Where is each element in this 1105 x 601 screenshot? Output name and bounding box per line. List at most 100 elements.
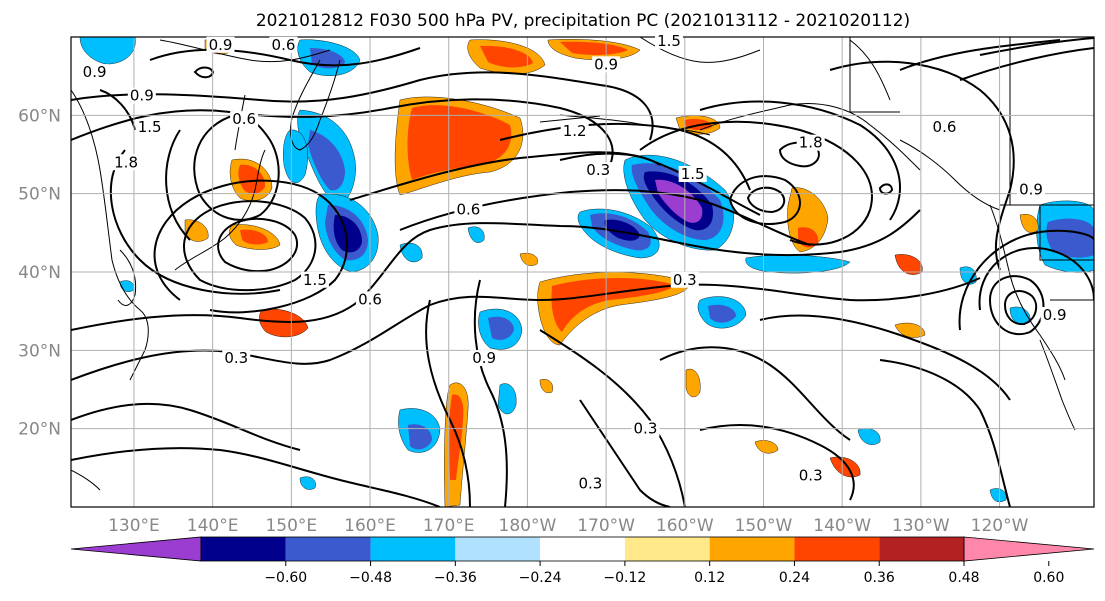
shade-red-north-mid	[560, 41, 628, 55]
coast-alaska-peninsula	[699, 103, 921, 171]
contour-label: 1.8	[114, 153, 138, 171]
pv-contour-27	[958, 229, 1094, 331]
pv-contour-9	[71, 71, 654, 141]
contour-label: 0.9	[209, 36, 233, 54]
contour-label-background	[206, 36, 235, 53]
shade-blue-20n-west	[408, 424, 432, 450]
contour-label-background	[678, 166, 707, 182]
lon-label: 180°W	[499, 516, 557, 536]
lon-label: 150°E	[265, 516, 317, 536]
shade-blue-kamchatka	[308, 130, 345, 191]
contour-label-background	[112, 154, 141, 171]
shade-orange-south-4	[754, 440, 779, 454]
lat-label: 30°N	[18, 341, 61, 361]
contour-label-background	[930, 119, 959, 135]
pv-contour-41	[878, 183, 894, 195]
longitude-labels: 130°E 140°E 150°E 160°E 170°E 180°W 170°W 160°W…	[108, 516, 1029, 536]
lon-label: 160°W	[656, 516, 714, 536]
contour-label-background	[576, 475, 605, 492]
contour-label-background	[1017, 181, 1046, 198]
contour-label-background	[584, 162, 613, 179]
colorbar-segment	[285, 537, 371, 561]
contour-label-background	[300, 271, 329, 288]
contour-label: 0.6	[232, 110, 256, 128]
shade-cyan-south-2	[497, 383, 517, 415]
colorbar-extend-high	[963, 536, 1095, 562]
colorbar-tick-label: −0.60	[264, 570, 307, 586]
coast-aleutian	[539, 115, 601, 123]
pv-contour-40	[559, 152, 661, 166]
colorbar-frame	[200, 536, 965, 562]
shade-orange-mid-spot	[519, 253, 538, 266]
contour-label-background	[670, 271, 699, 288]
contour-label: 0.3	[586, 161, 610, 179]
pv-contour-12	[349, 151, 761, 216]
shade-red-nc-pacific	[407, 105, 512, 180]
shade-red-japan-south	[240, 229, 268, 245]
contour-label-background	[796, 134, 825, 151]
colorbar-segment	[201, 537, 286, 561]
pv-contour-31	[579, 399, 671, 507]
pv-contour-35	[879, 359, 1011, 507]
pv-contour-6	[109, 149, 281, 295]
colorbar-tick-label: −0.36	[434, 570, 477, 586]
shade-orange-westcoast	[1019, 214, 1039, 233]
contour-label: 1.2	[563, 122, 587, 140]
contour-label-background	[1040, 307, 1069, 323]
colorbar-extend-low	[70, 536, 202, 562]
border-alaska-canada	[849, 37, 900, 113]
lon-label: 130°E	[108, 516, 160, 536]
contour-label: 0.3	[799, 467, 823, 485]
lon-label: 130°W	[892, 516, 950, 536]
lon-label: 170°W	[577, 516, 635, 536]
contour-label-background	[655, 32, 684, 49]
contour-label-background	[269, 36, 298, 53]
colorbar-ticks: −0.60 −0.48 −0.36 −0.24 −0.12 0.12 0.24 0.36 0.4…	[264, 561, 1064, 586]
colorbar-tick-label: 0.60	[1033, 570, 1064, 586]
pv-contour-5	[217, 217, 298, 273]
pv-contour-33	[699, 424, 855, 501]
pv-contour-2	[71, 209, 921, 331]
contour-label-background	[80, 64, 109, 81]
lat-label: 40°N	[18, 263, 61, 283]
shade-red-south-streak	[449, 394, 464, 480]
coast-west-us	[989, 204, 1066, 381]
pv-contour-10	[71, 98, 614, 166]
pv-contour-21	[899, 39, 1061, 71]
shade-red-aleutian-north	[480, 45, 533, 68]
shade-orange-south-3	[685, 368, 701, 398]
pv-contour-29	[425, 299, 471, 507]
contour-label-background	[560, 122, 589, 139]
shade-cyan-south-7	[989, 488, 1007, 503]
lon-label: 150°W	[735, 516, 793, 536]
shade-purple-gulf-alaska	[655, 179, 703, 223]
shade-orange-south-8	[539, 379, 553, 393]
coast-korea	[117, 249, 137, 306]
pv-contour-28	[473, 279, 508, 507]
contour-label-background	[135, 119, 164, 135]
shade-blue-westcoast	[1046, 218, 1094, 258]
pv-contour-24	[988, 275, 1045, 336]
pv-contour-26	[978, 247, 1094, 311]
pv-contour-7	[165, 129, 191, 241]
coast-japan	[174, 149, 266, 271]
shade-blue-30n-west	[488, 316, 514, 340]
coast-bc	[899, 139, 1001, 211]
contour-label-background	[631, 420, 660, 437]
lon-label: 160°E	[344, 516, 396, 536]
contour-label: 0.3	[673, 271, 697, 289]
contour-label: 1.5	[657, 32, 681, 50]
contour-label: 0.9	[1019, 181, 1043, 199]
contour-label: 0.3	[634, 420, 658, 438]
colorbar-segment	[624, 537, 710, 561]
coast-baja	[1039, 339, 1076, 431]
contour-label: 1.5	[681, 165, 705, 183]
lon-label: 140°W	[813, 516, 871, 536]
pv-contour-25	[1003, 290, 1038, 326]
colorbar-segment	[794, 537, 880, 561]
colorbar-tick-label: 0.48	[948, 570, 979, 586]
contour-label-background	[454, 201, 483, 218]
contour-label: 1.5	[303, 271, 327, 289]
contour-label: 0.9	[130, 87, 154, 105]
